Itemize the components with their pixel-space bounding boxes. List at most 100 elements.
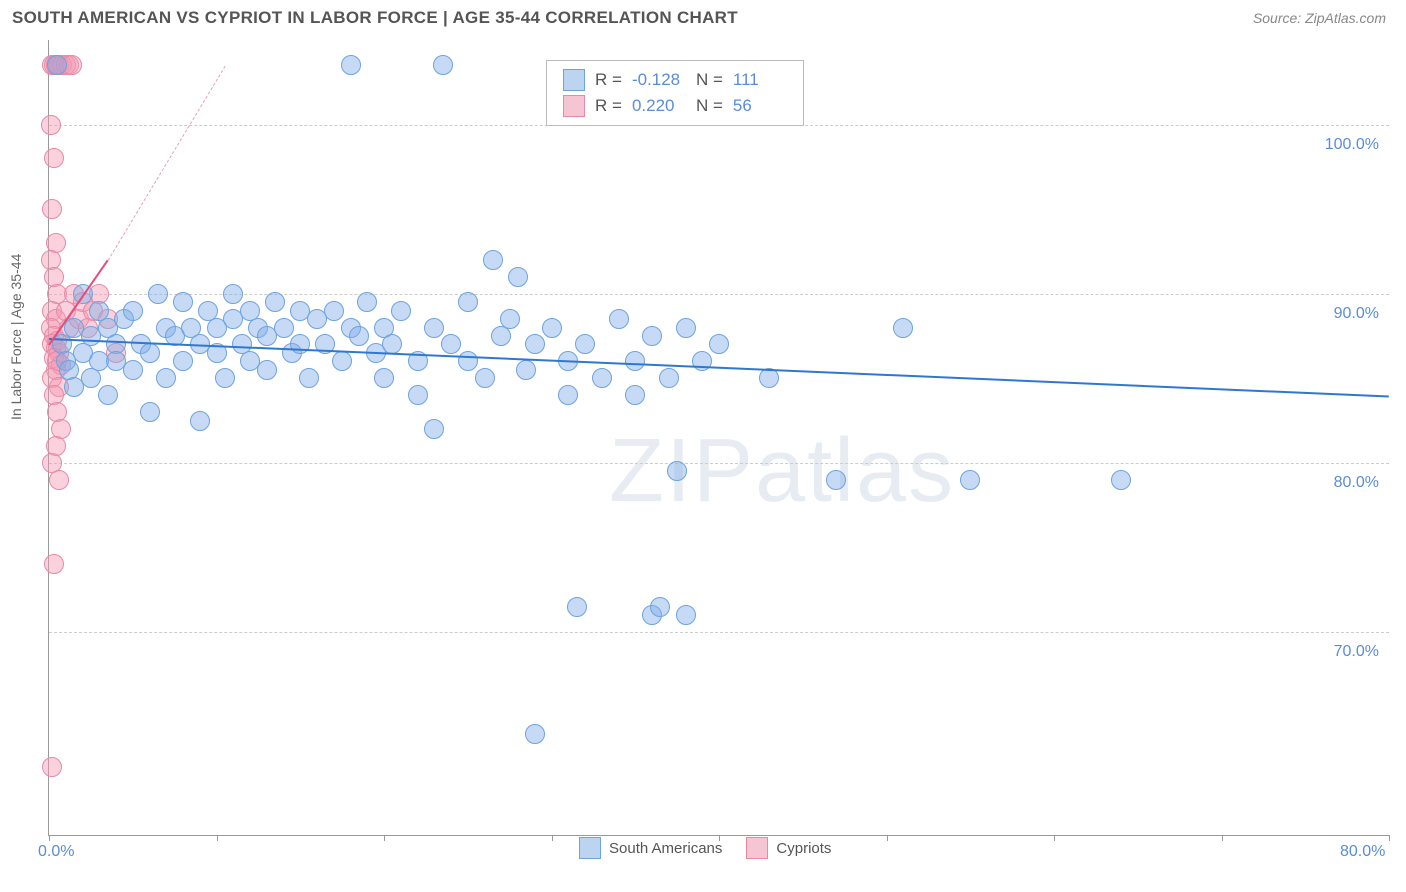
- trend-line: [107, 66, 225, 261]
- gridline: [49, 294, 1389, 295]
- data-point: [759, 368, 779, 388]
- data-point: [575, 334, 595, 354]
- x-origin-label: 0.0%: [38, 843, 74, 861]
- data-point: [960, 470, 980, 490]
- stat-row: R =-0.128N =111: [563, 67, 787, 93]
- data-point: [508, 267, 528, 287]
- data-point: [558, 385, 578, 405]
- gridline: [49, 632, 1389, 633]
- data-point: [659, 368, 679, 388]
- data-point: [893, 318, 913, 338]
- data-point: [290, 334, 310, 354]
- x-tick: [887, 835, 888, 841]
- legend-swatch: [579, 837, 601, 859]
- data-point: [98, 385, 118, 405]
- legend-swatch: [563, 69, 585, 91]
- data-point: [140, 343, 160, 363]
- data-point: [47, 55, 67, 75]
- data-point: [140, 402, 160, 422]
- data-point: [123, 360, 143, 380]
- data-point: [173, 292, 193, 312]
- data-point: [223, 284, 243, 304]
- data-point: [458, 292, 478, 312]
- data-point: [667, 461, 687, 481]
- data-point: [433, 55, 453, 75]
- data-point: [332, 351, 352, 371]
- legend-label: South Americans: [609, 840, 722, 857]
- data-point: [299, 368, 319, 388]
- data-point: [391, 301, 411, 321]
- correlation-stat-box: R =-0.128N =111R =0.220N =56: [546, 60, 804, 126]
- stat-r-label: R =: [595, 70, 622, 90]
- data-point: [156, 368, 176, 388]
- data-point: [173, 351, 193, 371]
- data-point: [349, 326, 369, 346]
- data-point: [41, 115, 61, 135]
- chart-header: SOUTH AMERICAN VS CYPRIOT IN LABOR FORCE…: [0, 0, 1406, 32]
- x-tick: [1389, 835, 1390, 841]
- stat-n-value: 56: [733, 96, 787, 116]
- data-point: [1111, 470, 1131, 490]
- x-tick: [1054, 835, 1055, 841]
- legend-item: South Americans: [579, 837, 722, 859]
- data-point: [274, 318, 294, 338]
- data-point: [650, 597, 670, 617]
- data-point: [458, 351, 478, 371]
- stat-n-label: N =: [696, 96, 723, 116]
- data-point: [642, 326, 662, 346]
- data-point: [709, 334, 729, 354]
- data-point: [676, 605, 696, 625]
- stat-n-value: 111: [733, 70, 787, 90]
- data-point: [826, 470, 846, 490]
- stat-row: R = 0.220 N = 56: [563, 93, 787, 119]
- data-point: [44, 554, 64, 574]
- data-point: [265, 292, 285, 312]
- x-tick: [552, 835, 553, 841]
- stat-r-value: 0.220: [632, 96, 686, 116]
- data-point: [441, 334, 461, 354]
- data-point: [625, 351, 645, 371]
- data-point: [190, 411, 210, 431]
- data-point: [525, 334, 545, 354]
- data-point: [483, 250, 503, 270]
- data-point: [123, 301, 143, 321]
- data-point: [44, 148, 64, 168]
- data-point: [516, 360, 536, 380]
- gridline: [49, 463, 1389, 464]
- x-tick: [384, 835, 385, 841]
- data-point: [475, 368, 495, 388]
- data-point: [42, 757, 62, 777]
- data-point: [42, 199, 62, 219]
- data-point: [357, 292, 377, 312]
- data-point: [49, 470, 69, 490]
- data-point: [341, 55, 361, 75]
- data-point: [592, 368, 612, 388]
- data-point: [625, 385, 645, 405]
- x-tick: [1222, 835, 1223, 841]
- legend-swatch: [746, 837, 768, 859]
- data-point: [257, 360, 277, 380]
- data-point: [525, 724, 545, 744]
- legend-label: Cypriots: [776, 840, 831, 857]
- stat-r-label: R =: [595, 96, 622, 116]
- x-tick: [217, 835, 218, 841]
- y-tick-label: 70.0%: [1334, 643, 1379, 661]
- watermark-part-b: atlas: [755, 421, 955, 521]
- data-point: [609, 309, 629, 329]
- data-point: [542, 318, 562, 338]
- data-point: [408, 385, 428, 405]
- series-legend: South Americans Cypriots: [579, 837, 831, 859]
- y-tick-label: 90.0%: [1334, 305, 1379, 323]
- y-axis-label: In Labor Force | Age 35-44: [8, 254, 24, 420]
- data-point: [374, 368, 394, 388]
- data-point: [424, 318, 444, 338]
- y-tick-label: 80.0%: [1334, 474, 1379, 492]
- watermark: ZIPatlas: [609, 420, 955, 523]
- data-point: [567, 597, 587, 617]
- x-tick: [49, 835, 50, 841]
- data-point: [215, 368, 235, 388]
- stat-n-label: N =: [696, 70, 723, 90]
- data-point: [676, 318, 696, 338]
- y-tick-label: 100.0%: [1325, 136, 1379, 154]
- data-point: [148, 284, 168, 304]
